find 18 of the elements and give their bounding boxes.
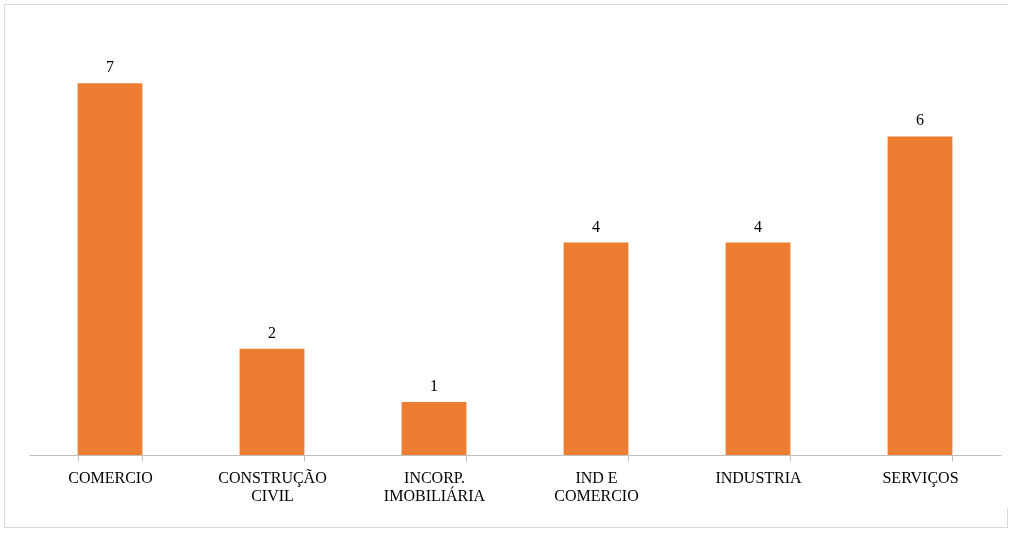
data-label: 6	[916, 111, 924, 129]
bar	[887, 136, 953, 455]
bar	[401, 401, 467, 455]
bar	[239, 348, 305, 455]
data-label: 4	[754, 217, 762, 235]
bar	[725, 242, 791, 455]
x-tick-label: INCORP. IMOBILIÁRIA	[383, 468, 486, 504]
x-tick-label: CONSTRUÇÃO CIVIL	[218, 468, 327, 504]
data-label: 4	[592, 217, 600, 235]
bar	[563, 242, 629, 455]
bar	[77, 83, 143, 455]
x-tick-label: SERVIÇOS	[882, 468, 959, 487]
x-tick-label: COMERCIO	[68, 468, 153, 486]
x-tick-label: IND E COMERCIO	[554, 468, 639, 504]
x-tick-label: INDUSTRIA	[715, 468, 803, 486]
data-label: 2	[268, 323, 276, 341]
data-label: 1	[430, 376, 438, 394]
data-label: 7	[106, 58, 114, 76]
